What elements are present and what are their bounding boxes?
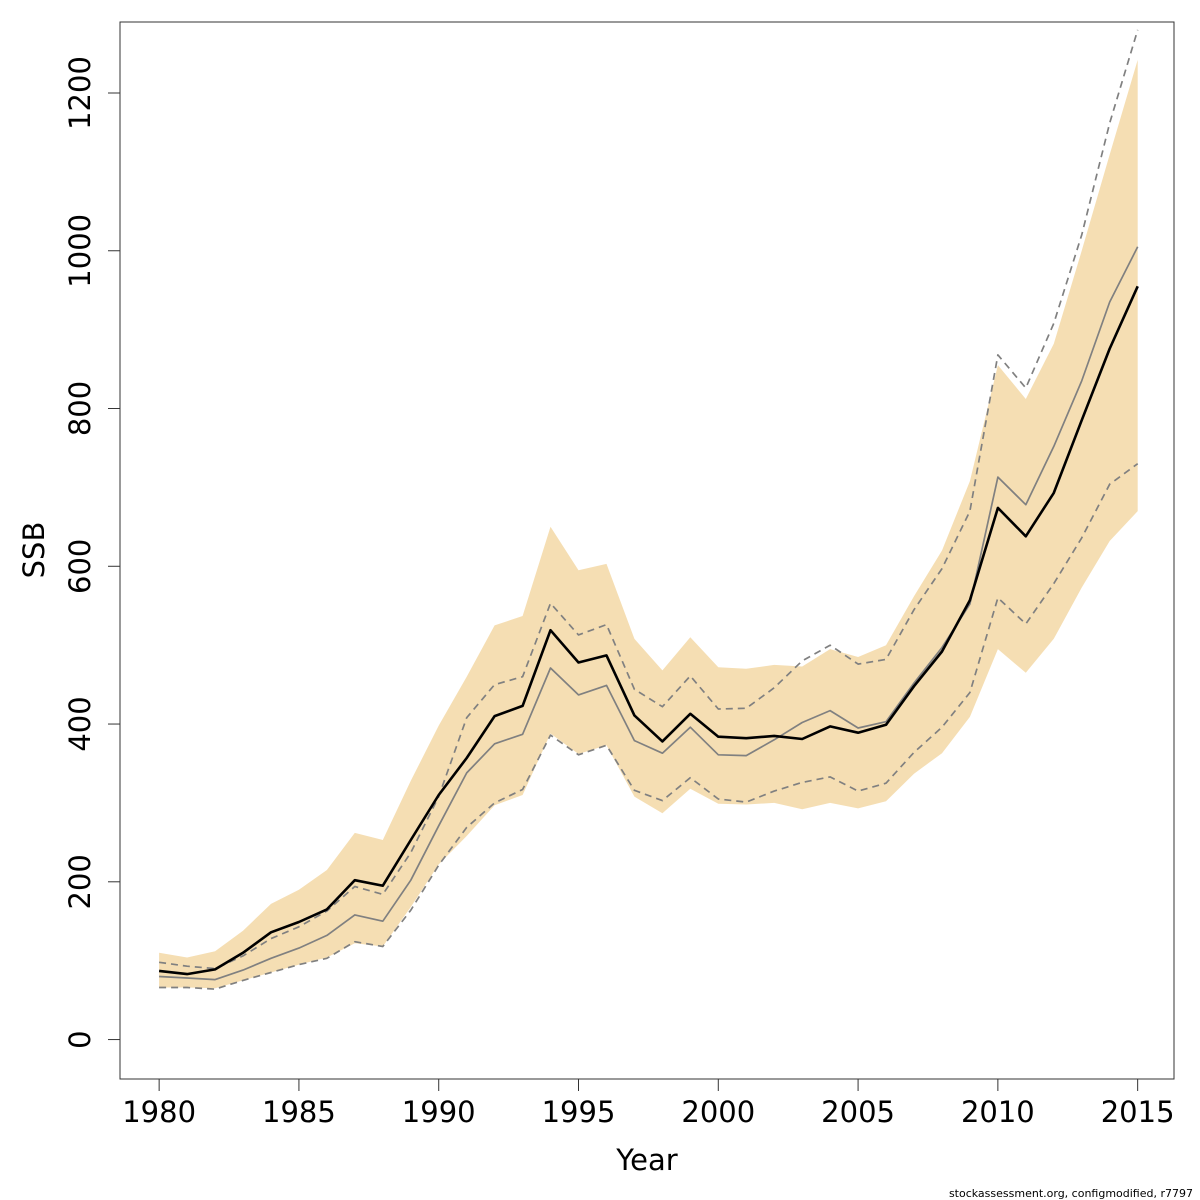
y-tick-label: 1000 xyxy=(63,214,97,288)
y-tick-label: 200 xyxy=(63,854,97,909)
x-tick-label: 2000 xyxy=(681,1095,755,1129)
footer-credit: stockassessment.org, configmodified, r77… xyxy=(949,1187,1193,1200)
y-axis: 0 200 400 600 800 1000 1200 xyxy=(63,56,121,1049)
x-tick-label: 2015 xyxy=(1101,1095,1175,1129)
ssb-estimate-line xyxy=(158,285,1139,976)
y-tick-label: 800 xyxy=(63,381,97,436)
x-tick-label: 1990 xyxy=(402,1095,476,1129)
y-tick-label: 0 xyxy=(63,1030,97,1048)
ssb-lower-dashed-line xyxy=(159,463,1139,990)
x-tick-label: 1980 xyxy=(122,1095,196,1129)
x-tick-label: 1985 xyxy=(262,1095,336,1129)
y-axis-title: SSB xyxy=(17,522,51,579)
confidence-band-layer xyxy=(159,59,1138,989)
y-tick-label: 400 xyxy=(63,696,97,751)
ssb-upper-dashed-line xyxy=(158,29,1139,970)
series-layer xyxy=(158,29,1139,990)
y-tick-label: 600 xyxy=(63,539,97,594)
confidence-band xyxy=(159,59,1138,989)
x-tick-label: 1995 xyxy=(542,1095,616,1129)
x-axis-title: Year xyxy=(615,1143,677,1177)
y-tick-label: 1200 xyxy=(63,56,97,130)
x-axis: 1980 1985 1990 1995 2000 2005 2010 2015 xyxy=(122,1078,1175,1129)
x-tick-label: 2010 xyxy=(961,1095,1035,1129)
x-tick-label: 2005 xyxy=(821,1095,895,1129)
